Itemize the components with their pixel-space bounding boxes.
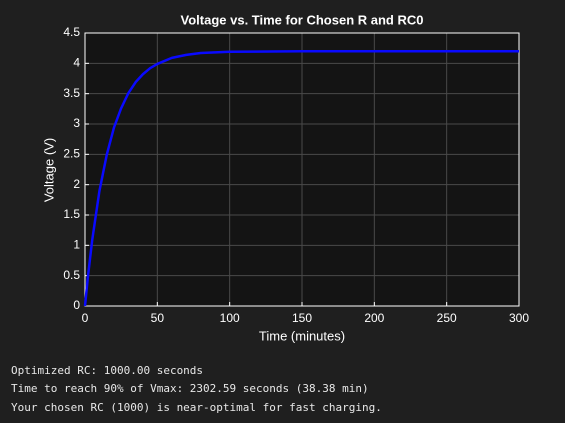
y-tick-label: 0.5 — [63, 268, 80, 282]
y-tick-label: 3.5 — [63, 86, 80, 100]
x-tick-label: 250 — [437, 311, 457, 325]
y-tick-label: 1.5 — [63, 207, 80, 221]
chart-title: Voltage vs. Time for Chosen R and RC0 — [181, 12, 424, 27]
y-tick-label: 4 — [73, 56, 80, 70]
y-axis-label: Voltage (V) — [41, 138, 56, 202]
x-axis-label: Time (minutes) — [259, 328, 345, 343]
y-tick-label: 1 — [73, 238, 80, 252]
y-tick-label: 4.5 — [63, 25, 80, 39]
console-line: Your chosen RC (1000) is near-optimal fo… — [11, 401, 382, 414]
y-tick-label: 2 — [73, 177, 80, 191]
data-line — [83, 49, 519, 307]
x-tick-label: 0 — [82, 311, 89, 325]
x-tick-label: 100 — [220, 311, 240, 325]
axes-box — [84, 32, 520, 307]
x-tick-label: 300 — [509, 311, 529, 325]
console-line: Optimized RC: 1000.00 seconds — [11, 364, 203, 377]
console-line: Time to reach 90% of Vmax: 2302.59 secon… — [11, 382, 369, 395]
y-tick-label: 2.5 — [63, 147, 80, 161]
y-tick-label: 0 — [73, 298, 80, 312]
x-tick-label: 200 — [364, 311, 384, 325]
x-tick-label: 150 — [292, 311, 312, 325]
x-tick-label: 50 — [151, 311, 165, 325]
y-tick-label: 3 — [73, 116, 80, 130]
